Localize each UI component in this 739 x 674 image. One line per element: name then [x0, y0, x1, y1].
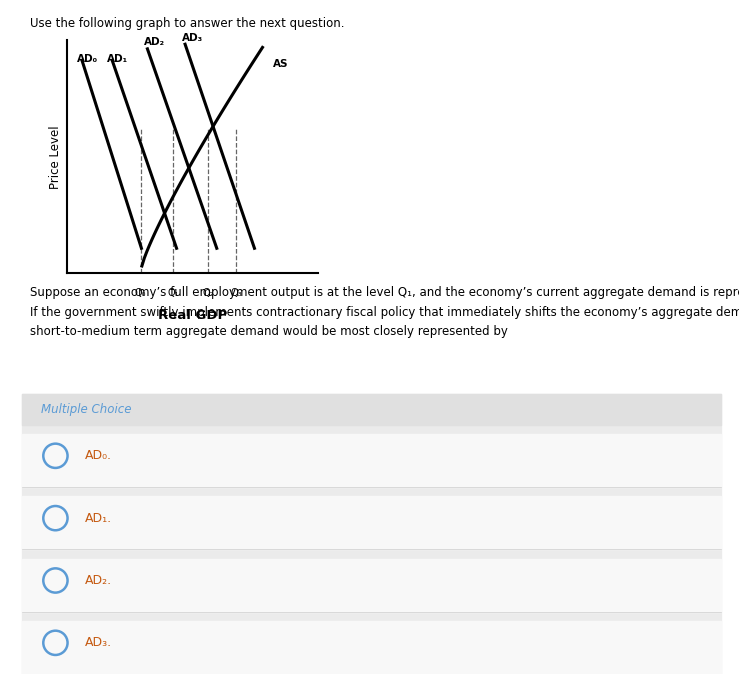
Text: AD₁.: AD₁.	[85, 512, 112, 524]
Text: Q₃: Q₃	[231, 288, 242, 298]
Text: Q₀: Q₀	[135, 288, 146, 298]
Text: AD₃: AD₃	[182, 33, 203, 42]
Text: AD₁: AD₁	[106, 54, 128, 63]
Text: AD₀: AD₀	[77, 54, 98, 63]
Text: Use the following graph to answer the next question.: Use the following graph to answer the ne…	[30, 17, 344, 30]
Text: AD₂: AD₂	[144, 38, 166, 47]
Text: Multiple Choice: Multiple Choice	[41, 403, 131, 416]
Text: Real GDP: Real GDP	[157, 309, 227, 322]
Text: Q₁: Q₁	[168, 288, 179, 298]
Text: AD₂.: AD₂.	[85, 574, 112, 587]
Text: AD₀.: AD₀.	[85, 450, 112, 462]
Text: AD₃.: AD₃.	[85, 636, 112, 649]
Text: Suppose an economy’s full employment output is at the level Q₁, and the economy’: Suppose an economy’s full employment out…	[30, 286, 739, 338]
Text: AS: AS	[273, 59, 288, 69]
Y-axis label: Price Level: Price Level	[50, 125, 62, 189]
Text: Q₂: Q₂	[202, 288, 214, 298]
